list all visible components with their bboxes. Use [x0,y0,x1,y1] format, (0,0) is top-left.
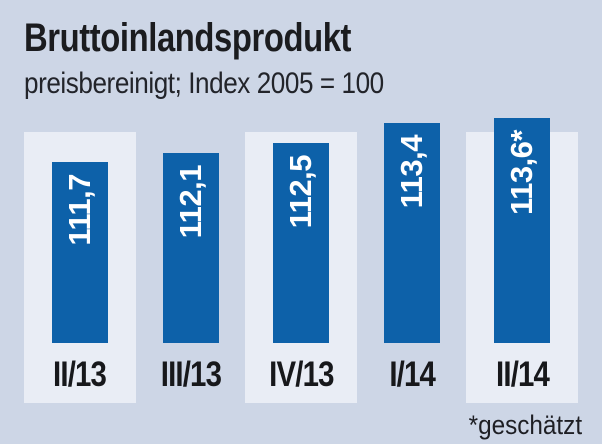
bar-value-label: 111,7 [62,174,97,246]
quarter-label-text: II/13 [53,355,107,394]
quarter-label: II/13 [24,355,136,395]
quarter-label: IV/13 [245,355,357,395]
quarter-label: II/14 [466,355,578,395]
quarter-label-text: II/14 [495,355,550,394]
footnote: *geschätzt [468,410,582,440]
quarter-label-text: III/13 [160,355,221,394]
quarter-label-text: I/14 [388,355,436,394]
gdp-bar: 112,1 [162,153,219,343]
gdp-bar: 112,5 [273,143,330,343]
bar-value-label: 113,4 [393,135,429,209]
gdp-bar: 111,7 [52,162,108,343]
chart-subtitle: preisbereinigt; Index 2005 = 100 [24,67,384,100]
quarter-label-text: IV/13 [268,355,334,394]
quarter-label: III/13 [135,355,247,395]
bar-value-label: 113,6* [504,130,540,215]
bar-value-label: 112,5 [283,155,319,229]
bar-value-label: 112,1 [172,165,208,239]
gdp-bar: 113,4 [383,123,440,343]
quarter-label: I/14 [356,355,468,395]
gdp-bar: 113,6* [494,118,551,343]
chart-title: Bruttoinlandsprodukt [24,16,352,60]
